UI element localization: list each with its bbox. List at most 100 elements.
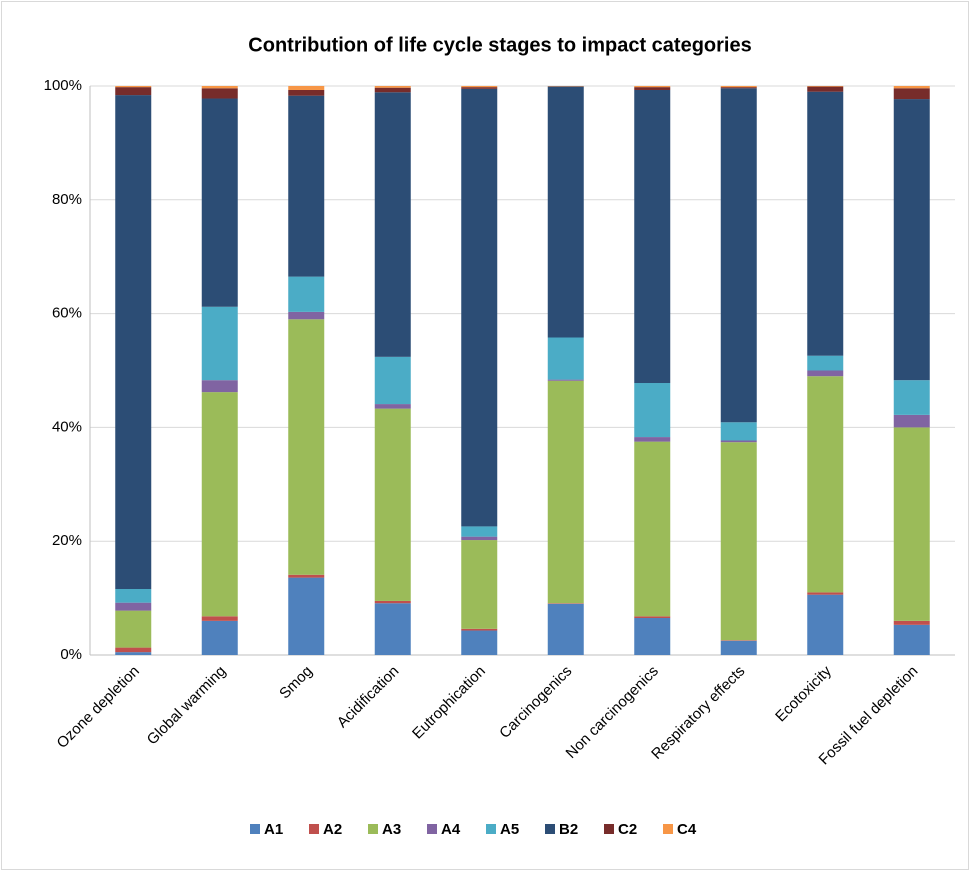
bar-segment: [547, 337, 584, 380]
bar-segment: [115, 95, 152, 589]
bar-segment: [893, 86, 930, 89]
bar-segment: [201, 620, 238, 655]
bar-segment: [720, 422, 757, 441]
bar-segment: [374, 408, 411, 601]
bar-segment: [720, 440, 757, 443]
bar-segment: [547, 603, 584, 655]
bar-segment: [634, 86, 671, 88]
bar-segment: [374, 86, 411, 88]
bar-segment: [288, 95, 325, 277]
bar-segment: [201, 86, 238, 89]
legend-swatch: [368, 824, 378, 834]
legend-swatch: [309, 824, 319, 834]
bar-segment: [461, 88, 498, 527]
bar-segment: [115, 602, 152, 611]
bar-segment: [807, 370, 844, 377]
bar-segment: [374, 600, 411, 604]
bar-segment: [201, 392, 238, 617]
bar-segment: [893, 414, 930, 428]
bar-segment: [807, 592, 844, 595]
bar-segment: [461, 540, 498, 629]
legend-swatch: [427, 824, 437, 834]
bar-segment: [893, 88, 930, 100]
y-tick-label: 40%: [52, 418, 82, 435]
bar-segment: [893, 624, 930, 655]
legend-swatch: [250, 824, 260, 834]
bar-segment: [634, 87, 671, 90]
legend-label: C2: [618, 821, 637, 838]
y-tick-label: 20%: [52, 532, 82, 549]
bar-segment: [201, 306, 238, 381]
bar-segment: [807, 355, 844, 371]
y-tick-label: 100%: [44, 77, 82, 94]
bar-segment: [461, 630, 498, 655]
y-tick-label: 0%: [60, 646, 82, 663]
legend-swatch: [545, 824, 555, 834]
bar-segment: [461, 536, 498, 541]
bar-segment: [288, 311, 325, 320]
bar-segment: [720, 87, 757, 89]
legend-label: A4: [441, 821, 461, 838]
bar-segment: [720, 640, 757, 641]
bar-segment: [634, 616, 671, 619]
bar-segment: [720, 88, 757, 423]
bar-segment: [720, 442, 757, 641]
bar-segment: [115, 86, 152, 88]
bar-segment: [288, 276, 325, 312]
bar-segment: [115, 647, 152, 653]
y-tick-label: 60%: [52, 305, 82, 322]
bar-segment: [634, 441, 671, 617]
bar-segment: [807, 376, 844, 593]
bar-segment: [374, 356, 411, 405]
legend-swatch: [486, 824, 496, 834]
legend-label: A3: [382, 821, 401, 838]
legend-swatch: [604, 824, 614, 834]
bar-segment: [720, 86, 757, 88]
bar-segment: [115, 87, 152, 96]
bar-segment: [461, 86, 498, 88]
bar-segment: [374, 92, 411, 357]
bar-segment: [461, 87, 498, 89]
bar-segment: [115, 652, 152, 655]
bar-segment: [374, 603, 411, 655]
bar-segment: [893, 380, 930, 415]
bar-segment: [807, 594, 844, 655]
bar-segment: [461, 526, 498, 537]
bar-segment: [115, 610, 152, 648]
bar-segment: [374, 87, 411, 93]
legend-label: A1: [264, 821, 283, 838]
legend-label: B2: [559, 821, 578, 838]
bar-segment: [547, 380, 584, 604]
bar-segment: [288, 319, 325, 575]
bar-segment: [893, 620, 930, 625]
bar-segment: [201, 380, 238, 393]
bar-segment: [807, 86, 844, 92]
bar-segment: [547, 603, 584, 604]
bar-segment: [634, 383, 671, 438]
bar-segment: [807, 91, 844, 356]
bar-segment: [201, 98, 238, 307]
bar-segment: [374, 404, 411, 409]
bar-segment: [807, 86, 844, 87]
chart-title: Contribution of life cycle stages to imp…: [248, 34, 751, 56]
legend-label: C4: [677, 821, 697, 838]
bar-segment: [288, 574, 325, 578]
bar-segment: [893, 427, 930, 621]
legend-label: A2: [323, 821, 342, 838]
bar-segment: [288, 89, 325, 96]
bar-segment: [461, 628, 498, 631]
bar-segment: [288, 86, 325, 90]
bar-segment: [720, 640, 757, 655]
bar-segment: [115, 588, 152, 603]
bar-segment: [634, 618, 671, 655]
legend-swatch: [663, 824, 673, 834]
bar-segment: [547, 86, 584, 338]
bar-segment: [634, 89, 671, 384]
y-tick-label: 80%: [52, 191, 82, 208]
bar-segment: [634, 437, 671, 442]
bar-segment: [893, 99, 930, 381]
bar-segment: [288, 577, 325, 655]
bar-segment: [201, 616, 238, 621]
bar-segment: [201, 88, 238, 99]
